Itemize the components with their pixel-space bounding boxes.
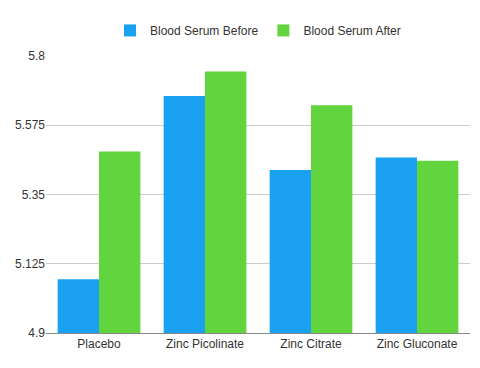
svg-text:4.9: 4.9 (28, 326, 45, 340)
svg-text:Blood Serum After: Blood Serum After (303, 24, 400, 38)
svg-text:5.125: 5.125 (15, 257, 45, 271)
svg-text:Zinc Citrate: Zinc Citrate (280, 337, 342, 351)
svg-text:Zinc Gluconate: Zinc Gluconate (377, 337, 458, 351)
svg-text:Placebo: Placebo (77, 337, 121, 351)
svg-text:5.35: 5.35 (22, 188, 46, 202)
svg-text:Blood Serum Before: Blood Serum Before (150, 24, 258, 38)
svg-text:5.8: 5.8 (28, 49, 45, 63)
svg-text:Zinc Picolinate: Zinc Picolinate (166, 337, 244, 351)
svg-text:5.575: 5.575 (15, 118, 45, 132)
